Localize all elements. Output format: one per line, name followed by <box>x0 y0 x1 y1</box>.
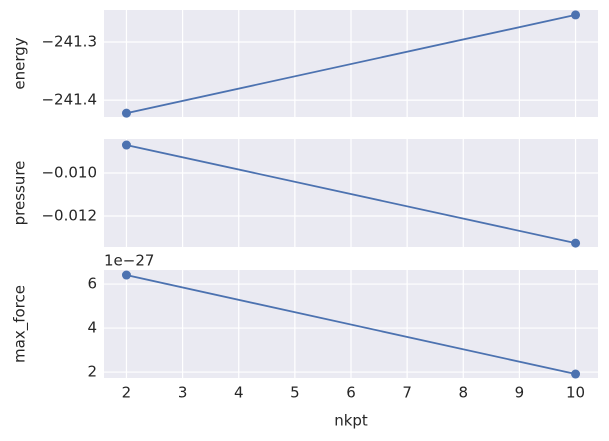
y-tick-label: 4 <box>87 319 97 337</box>
y-axis-label: max_force <box>11 285 30 363</box>
y-axis-label: energy <box>11 37 29 89</box>
point <box>121 140 131 150</box>
x-tick-label: 10 <box>566 384 585 402</box>
x-tick-label: 3 <box>178 384 188 402</box>
line <box>126 144 576 245</box>
y-tick-label: 2 <box>87 363 97 381</box>
point <box>571 10 581 20</box>
x-tick-label: 7 <box>402 384 412 402</box>
offset-text: 1e−27 <box>104 252 154 270</box>
x-tick-label: 5 <box>290 384 300 402</box>
x-tick-label: 4 <box>234 384 244 402</box>
y-tick-label: −0.010 <box>41 163 97 181</box>
x-tick-label: 6 <box>346 384 356 402</box>
point <box>121 108 131 118</box>
line <box>126 14 576 115</box>
point <box>121 270 131 280</box>
x-tick-label: 2 <box>122 384 132 402</box>
y-tick-label: −241.4 <box>41 91 97 109</box>
point <box>571 238 581 248</box>
y-tick-label: −241.3 <box>41 32 97 50</box>
y-tick-label: 6 <box>87 275 97 293</box>
y-axis-label: pressure <box>11 161 29 226</box>
point <box>571 369 581 379</box>
line <box>126 274 576 375</box>
x-tick-label: 9 <box>515 384 525 402</box>
x-tick-label: 8 <box>458 384 468 402</box>
y-tick-label: −0.012 <box>41 207 97 225</box>
x-axis-label: nkpt <box>334 412 368 430</box>
